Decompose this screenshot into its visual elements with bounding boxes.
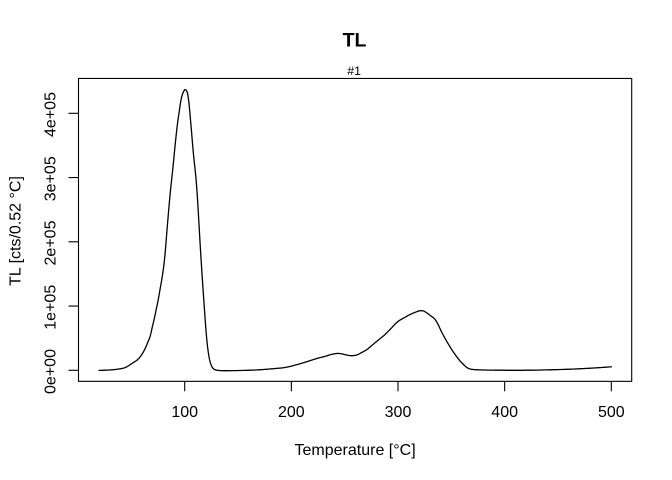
svg-text:300: 300 <box>385 404 412 421</box>
svg-text:0e+00: 0e+00 <box>43 349 60 394</box>
svg-text:100: 100 <box>171 404 198 421</box>
svg-text:3e+05: 3e+05 <box>43 156 60 201</box>
svg-text:500: 500 <box>598 404 625 421</box>
svg-text:Temperature [°C]: Temperature [°C] <box>295 442 416 459</box>
svg-text:2e+05: 2e+05 <box>43 220 60 265</box>
svg-text:1e+05: 1e+05 <box>43 285 60 330</box>
svg-text:TL [cts/0.52 °C]: TL [cts/0.52 °C] <box>8 176 25 286</box>
svg-text:200: 200 <box>278 404 305 421</box>
svg-text:#1: #1 <box>347 64 361 78</box>
svg-text:TL: TL <box>343 30 367 52</box>
svg-text:400: 400 <box>491 404 518 421</box>
svg-text:4e+05: 4e+05 <box>43 92 60 137</box>
